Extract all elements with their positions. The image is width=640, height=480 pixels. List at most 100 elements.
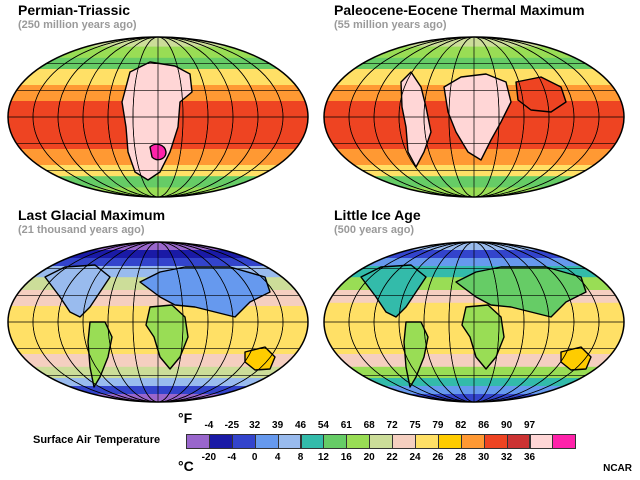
graticule-meridian [132,242,184,402]
map-border [7,241,309,403]
graticule-meridian [107,242,209,402]
temperature-map [7,36,309,198]
panel-subtitle: (55 million years ago) [334,19,447,31]
legend-tick-f: 90 [501,420,513,431]
panel-subtitle: (21 thousand years ago) [18,224,145,236]
legend-tick-f: 39 [272,420,284,431]
continent-outline [121,61,193,181]
graticule-meridian [373,37,575,197]
credit-label: NCAR [603,463,632,474]
temperature-map [323,36,625,198]
legend-tick-f: 61 [340,420,352,431]
graticule-meridian [348,37,600,197]
continent-outline [139,266,271,318]
continent-outline [515,76,567,113]
legend-swatch [231,434,256,449]
legend-swatch [552,434,577,449]
legend-swatch [346,434,371,449]
panel-subtitle: (500 years ago) [334,224,415,236]
panel-title: Last Glacial Maximum [18,207,166,223]
legend-swatch [506,434,531,449]
legend-swatch [369,434,394,449]
legend-tick-c: 20 [363,452,375,463]
continent-outline [360,264,427,318]
map-border [7,36,309,198]
continent-outline [87,321,113,388]
legend-tick-f: 68 [363,420,375,431]
graticule-meridian [32,37,284,197]
legend-swatch [437,434,462,449]
legend-swatch [392,434,416,449]
temperature-legend: °F °C Surface Air Temperature -4 -25 32 39 4… [0,410,640,480]
continent-outline [455,266,587,318]
legend-swatch [415,434,439,449]
legend-tick-f: 97 [523,420,536,431]
temperature-map [7,241,309,403]
legend-tick-c: 24 [409,452,421,463]
panel-little-ice-age: Little Ice Age (500 years ago) [316,205,636,410]
graticule-meridian [348,242,600,402]
legend-swatch [186,434,210,449]
legend-tick-c: 12 [317,452,329,463]
legend-tick-c: 36 [523,452,536,463]
legend-swatch [254,434,279,449]
legend-tick-c: 28 [455,452,467,463]
legend-tick-c: -4 [227,452,237,463]
legend-tick-c: 16 [340,452,352,463]
temperature-map [323,241,625,403]
graticule-meridian [132,37,184,197]
legend-swatch [323,434,348,449]
panel-title: Permian-Triassic [18,2,131,18]
graticule-meridian [32,242,284,402]
graticule-meridian [448,37,500,197]
legend-tick-f: -25 [224,420,240,431]
legend-tick-f: 54 [317,420,329,431]
panel-subtitle: (250 million years ago) [18,19,137,31]
legend-swatch [460,434,485,449]
legend-tick-c: 32 [501,452,513,463]
continent-outline [400,71,432,168]
legend-tick-f: 46 [294,420,307,431]
panel-last-glacial-maximum: Last Glacial Maximum (21 thousand years … [0,205,320,410]
continent-outline [461,304,505,370]
legend-tick-f: 75 [409,420,421,431]
graticule-meridian [82,242,234,402]
continent-outline [145,304,189,370]
legend-tick-c: 22 [386,452,398,463]
graticule-meridian [398,37,550,197]
legend-tick-c: 0 [251,452,258,463]
legend-tick-f: 82 [455,420,467,431]
legend-unit-f: °F [178,410,193,426]
legend-swatch [483,434,508,449]
legend-tick-f: 79 [432,420,444,431]
legend-tick-f: -4 [204,420,214,431]
graticule-meridian [398,242,550,402]
legend-title: Surface Air Temperature [33,434,161,446]
legend-tick-c: 4 [274,452,281,463]
map-border [323,36,625,198]
legend-tick-f: 32 [249,420,261,431]
legend-tick-c: 26 [432,452,444,463]
graticule-meridian [423,37,525,197]
panel-title: Little Ice Age [334,207,421,223]
legend-tick-f: 72 [386,420,398,431]
legend-tick-c: 30 [478,452,490,463]
map-border [323,241,625,403]
legend-tick-c: -20 [201,452,217,463]
legend-swatch [300,434,325,449]
legend-tick-c: 8 [297,452,304,463]
legend-unit-c: °C [178,458,194,474]
graticule-meridian [448,242,500,402]
panel-title: Paleocene-Eocene Thermal Maximum [334,2,585,18]
graticule-meridian [57,37,259,197]
continent-outline [403,321,429,388]
legend-swatch [277,434,302,449]
continent-outline [44,264,111,318]
graticule-meridian [82,37,234,197]
legend-swatch [529,434,554,449]
legend-tick-f: 86 [478,420,490,431]
graticule-meridian [57,242,259,402]
legend-swatch [208,434,233,449]
graticule-meridian [107,37,209,197]
panel-permian-triassic: Permian-Triassic (250 million years ago) [0,0,320,205]
